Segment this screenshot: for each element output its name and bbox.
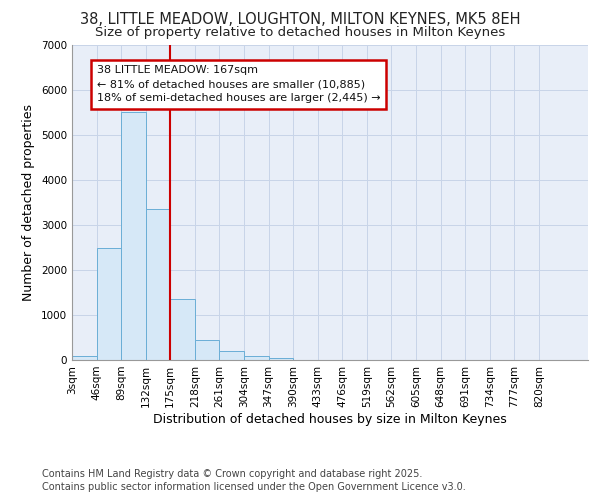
Text: Contains HM Land Registry data © Crown copyright and database right 2025.
Contai: Contains HM Land Registry data © Crown c…	[42, 470, 466, 492]
Text: 38 LITTLE MEADOW: 167sqm
← 81% of detached houses are smaller (10,885)
18% of se: 38 LITTLE MEADOW: 167sqm ← 81% of detach…	[97, 65, 380, 103]
Bar	[146, 209, 170, 360]
Bar	[97, 248, 121, 360]
Bar	[72, 356, 97, 360]
Text: 38, LITTLE MEADOW, LOUGHTON, MILTON KEYNES, MK5 8EH: 38, LITTLE MEADOW, LOUGHTON, MILTON KEYN…	[80, 12, 520, 28]
X-axis label: Distribution of detached houses by size in Milton Keynes: Distribution of detached houses by size …	[153, 412, 507, 426]
Bar	[269, 358, 293, 360]
Bar	[244, 356, 269, 360]
Bar	[170, 299, 195, 360]
Bar	[121, 112, 146, 360]
Bar	[195, 340, 220, 360]
Text: Size of property relative to detached houses in Milton Keynes: Size of property relative to detached ho…	[95, 26, 505, 39]
Bar	[220, 351, 244, 360]
Y-axis label: Number of detached properties: Number of detached properties	[22, 104, 35, 301]
